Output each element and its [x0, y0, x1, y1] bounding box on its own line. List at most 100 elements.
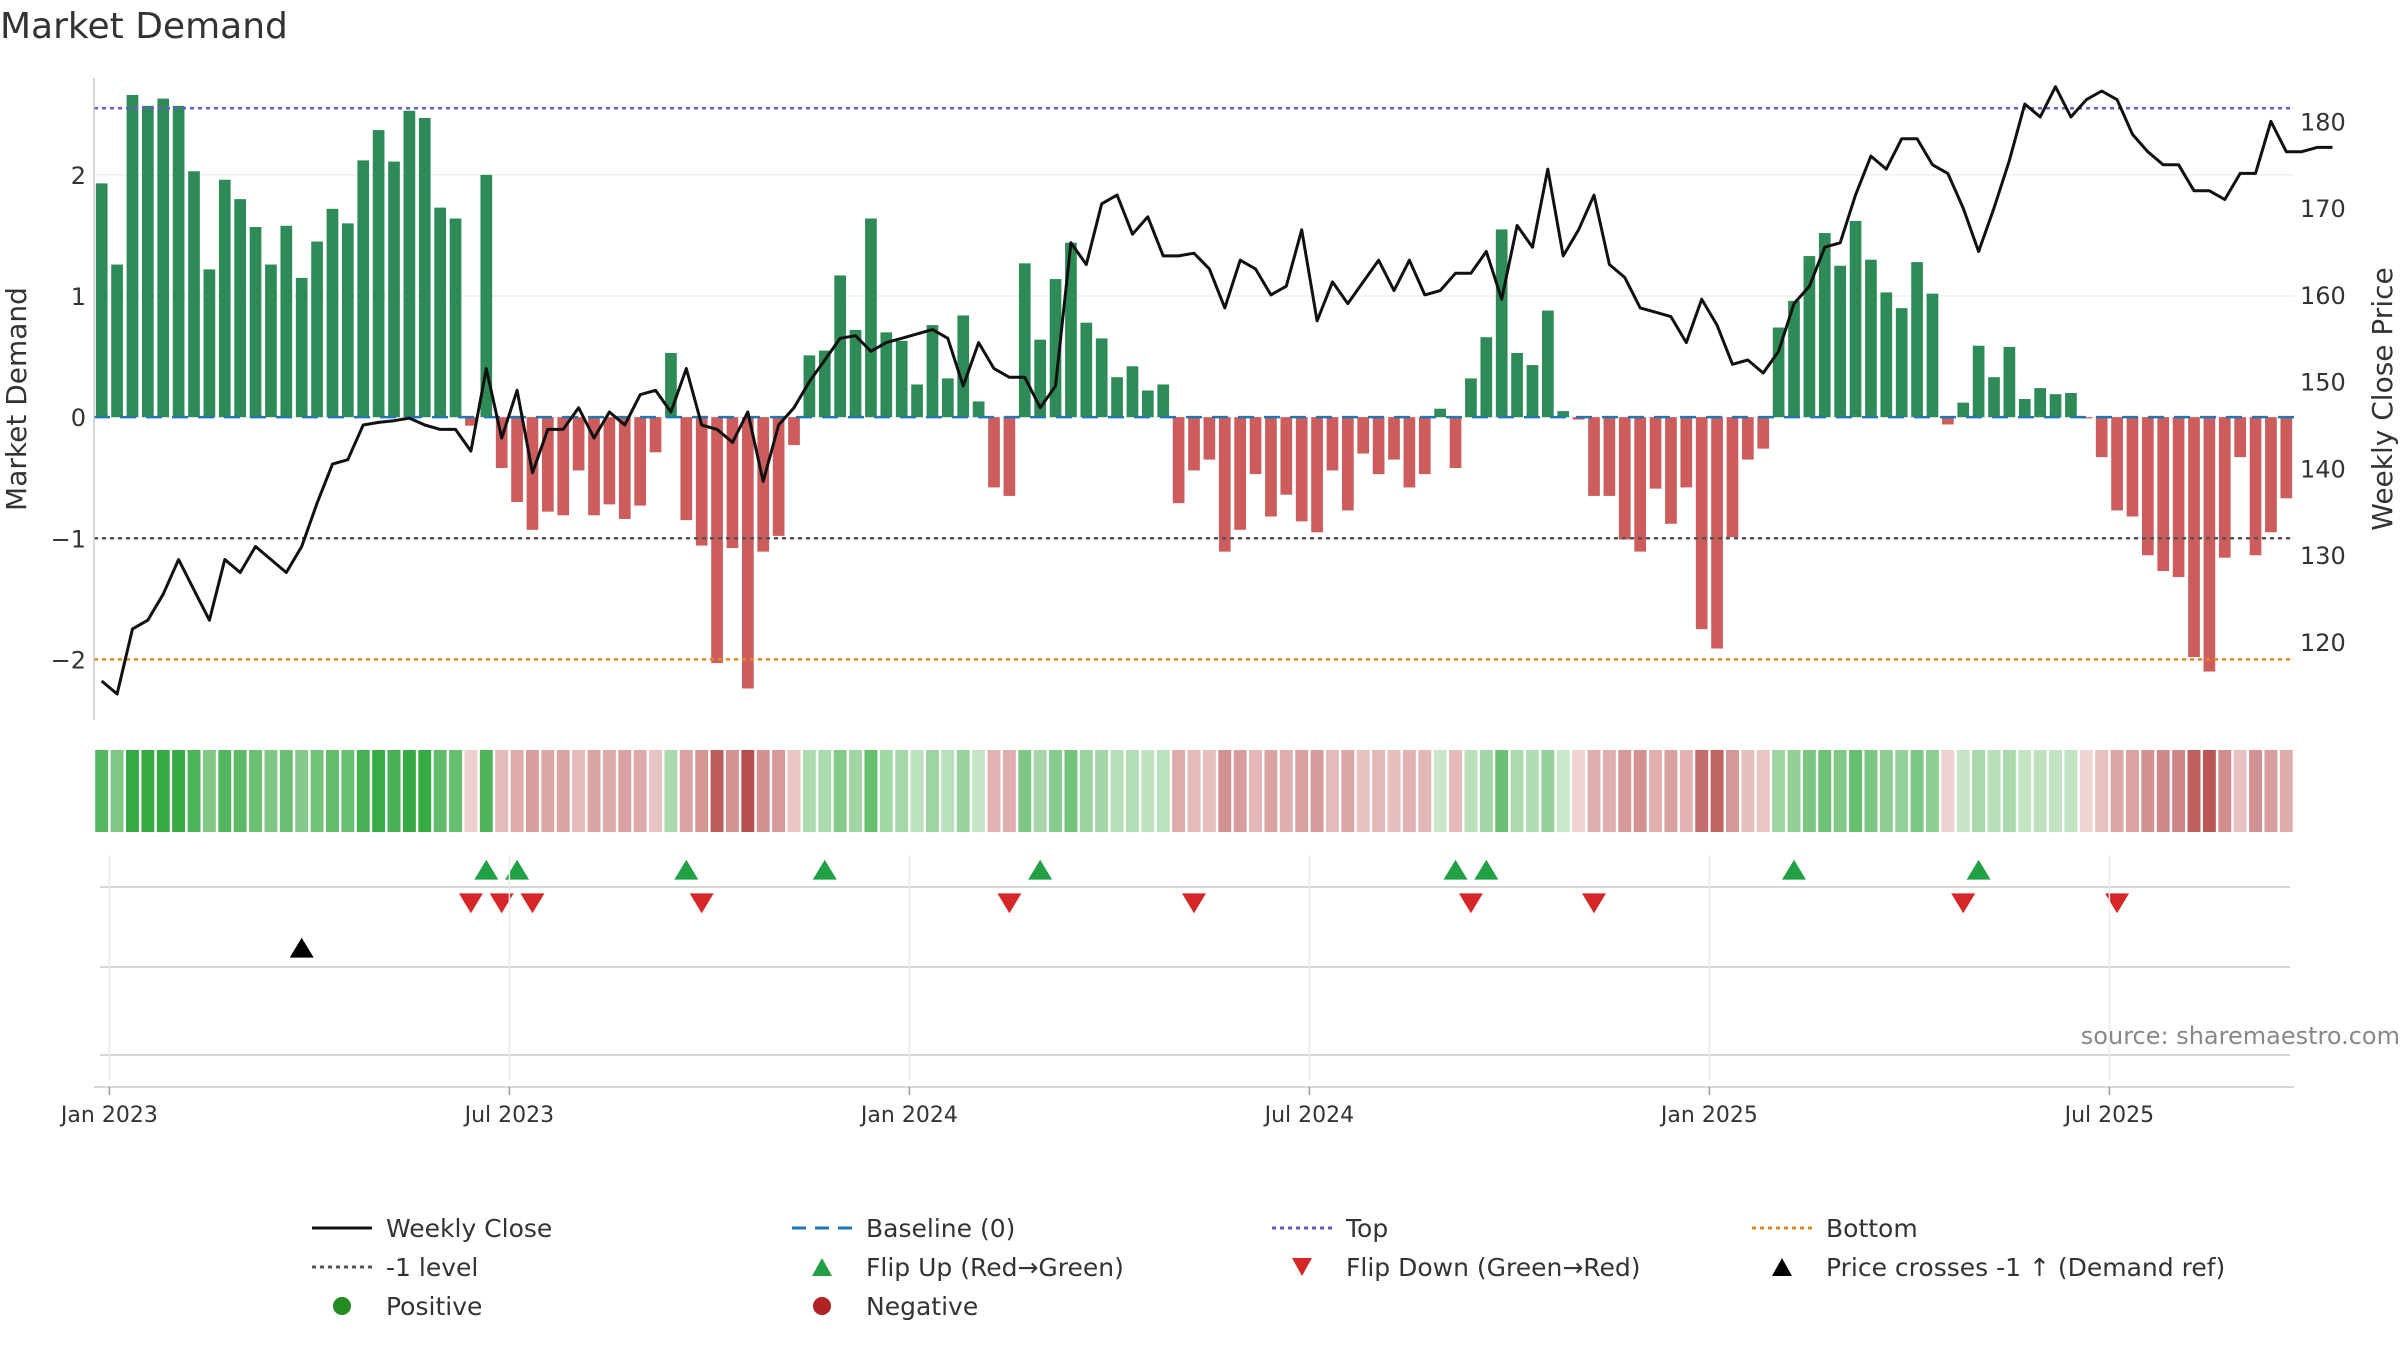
demand-bar — [1634, 417, 1646, 552]
demand-bar — [1803, 256, 1816, 418]
heat-cell — [1341, 750, 1355, 832]
legend-circle — [333, 1297, 351, 1315]
demand-bar — [311, 241, 323, 418]
heat-cell — [1864, 750, 1878, 832]
legend-label: Top — [1346, 1213, 1389, 1243]
demand-bar — [1772, 327, 1785, 418]
heat-cell — [1002, 750, 1016, 832]
heat-cell — [402, 750, 416, 832]
heat-cell — [1802, 750, 1816, 832]
heat-cell — [1895, 750, 1909, 832]
demand-bar — [1157, 384, 1170, 418]
demand-bar — [1788, 300, 1800, 418]
demand-bar — [711, 417, 723, 664]
heat-cell — [1202, 750, 1216, 832]
demand-bar — [2265, 417, 2277, 533]
legend-item: Flip Up (Red→Green) — [790, 1249, 1124, 1285]
demand-bar — [2126, 417, 2139, 517]
heat-cell — [341, 750, 355, 832]
y2-tick-label: 160 — [2300, 282, 2346, 310]
demand-bar — [1095, 338, 1108, 418]
x-tick-label: Jul 2025 — [2063, 1103, 2155, 1128]
market-demand-chart: 2 1 0 −1 −2 Market Demand 180 170 160 150 140 130 12… — [0, 78, 2399, 1128]
legend-label: Bottom — [1826, 1213, 1918, 1243]
demand-bar — [1049, 279, 1062, 418]
heat-cell — [1756, 750, 1770, 832]
flip-up-marker — [1443, 859, 1468, 880]
demand-bar — [618, 417, 631, 519]
heat-cell — [1218, 750, 1232, 832]
heat-cell — [1141, 750, 1155, 832]
flip-down-marker — [458, 893, 483, 914]
flip-down-marker — [1582, 893, 1606, 914]
heat-cell — [2187, 750, 2201, 832]
flip-down-marker — [997, 893, 1022, 914]
flip-up-marker — [474, 859, 499, 880]
heat-cell — [726, 750, 739, 832]
heat-cell — [1941, 750, 1955, 832]
demand-bar — [1649, 417, 1662, 489]
heat-cell — [1187, 750, 1201, 832]
heat-cell — [818, 750, 832, 832]
legend-item: Top — [1270, 1210, 1388, 1246]
heat-cell — [2141, 750, 2155, 832]
demand-bar — [1142, 390, 1154, 418]
heat-cell — [279, 750, 293, 832]
demand-bar — [1988, 377, 2000, 418]
heat-cell — [464, 750, 478, 832]
heat-cell — [1433, 750, 1447, 832]
demand-bar — [1880, 292, 1893, 418]
demand-bar — [926, 325, 939, 418]
x-axis: Jan 2023 Jul 2023 Jan 2024 Jul 2024 Jan 2025… — [59, 855, 2294, 1128]
heat-cell — [2095, 750, 2109, 832]
heat-cell — [2172, 750, 2186, 832]
flip-down-marker — [2105, 893, 2130, 914]
demand-bar — [265, 264, 277, 418]
demand-bar — [188, 171, 200, 418]
heat-cell — [202, 750, 216, 832]
demand-bar — [803, 355, 816, 418]
y2-tick-label: 140 — [2300, 455, 2346, 483]
flip-up-marker — [674, 859, 699, 880]
demand-bar — [2095, 417, 2108, 458]
legend-item: -1 level — [310, 1249, 478, 1285]
heat-cell — [1741, 750, 1755, 832]
demand-bar — [203, 269, 216, 418]
heat-cell — [2049, 750, 2062, 832]
demand-bar — [126, 94, 139, 418]
heat-cell — [449, 750, 462, 832]
flip-down-marker — [1458, 893, 1483, 914]
demand-bar — [1495, 229, 1508, 418]
heat-cell — [879, 750, 893, 832]
heat-cell — [249, 750, 262, 832]
legend-item: Weekly Close — [310, 1210, 552, 1246]
demand-bar — [1926, 293, 1939, 418]
demand-bar — [326, 208, 339, 418]
heat-cell — [572, 750, 586, 832]
demand-bar — [1372, 417, 1385, 475]
demand-bar — [542, 417, 554, 512]
heat-cell — [1664, 750, 1678, 832]
heat-cell — [910, 750, 924, 832]
demand-bar — [1542, 310, 1554, 418]
heat-cell — [695, 750, 709, 832]
heat-strip — [95, 750, 2293, 832]
heat-cell — [1710, 750, 1724, 832]
demand-bar — [295, 277, 308, 418]
demand-bar — [1203, 417, 1216, 460]
demand-bar — [1249, 417, 1262, 475]
heat-cell — [2110, 750, 2124, 832]
heat-cell — [1464, 750, 1478, 832]
heat-cell — [1495, 750, 1509, 832]
demand-bar — [1588, 417, 1600, 496]
heat-cell — [1833, 750, 1847, 832]
demand-bar — [695, 417, 708, 546]
demand-bar — [1834, 265, 1846, 418]
demand-bar — [942, 378, 954, 418]
heat-cell — [1695, 750, 1709, 832]
demand-bar — [1188, 417, 1200, 471]
flip-up-marker — [505, 859, 530, 880]
legend: Weekly Close Baseline (0) Top Bottom -1 leve… — [0, 1210, 2400, 1340]
heat-cell — [1033, 750, 1047, 832]
heat-cell — [2002, 750, 2016, 832]
